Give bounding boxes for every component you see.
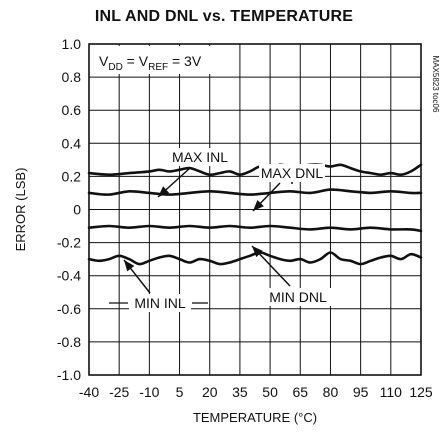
cond-v1: V: [99, 53, 109, 69]
max-inl-arrowhead: [158, 186, 170, 197]
max-dnl-label-bg: [259, 164, 325, 182]
cond-sub-dd: DD: [108, 62, 122, 73]
x-tick-label: -25: [109, 384, 129, 400]
annotations: MAX INL MAX DNL MIN DNL MIN INL: [109, 148, 331, 312]
condition-box: [91, 46, 239, 74]
y-tick-label: 1.0: [62, 36, 82, 52]
max-inl-label: MAX INL: [172, 149, 228, 165]
max-inl-label-bg: [168, 148, 232, 166]
min-dnl-arrowhead: [252, 246, 263, 258]
cond-eq1: = V: [123, 53, 149, 69]
plot-frame: [88, 43, 422, 376]
cond-eq2: = 3V: [168, 53, 202, 69]
grid: [89, 44, 421, 375]
x-axis-label: TEMPERATURE (°C): [193, 410, 317, 425]
y-tick-label: 0.8: [62, 69, 82, 85]
y-tick-label: -0.4: [57, 268, 81, 284]
side-note: MAX5823 toc06: [431, 56, 440, 113]
min-inl-label-bg: [129, 294, 191, 312]
min-dnl-label: MIN DNL: [269, 289, 327, 305]
series-max-inl: [87, 163, 423, 177]
max-dnl-label: MAX DNL: [261, 165, 323, 181]
x-tick-label: 110: [380, 384, 403, 400]
y-tick-label: 0.2: [62, 168, 82, 184]
y-tick-label: -0.2: [57, 235, 81, 251]
cond-sub-ref: REF: [148, 62, 168, 73]
chart-title: INL AND DNL vs. TEMPERATURE: [94, 8, 354, 25]
x-tick-label: 5: [176, 384, 184, 400]
series-layer: [87, 163, 423, 266]
x-tick-label: -10: [139, 384, 159, 400]
condition-label: VDD = VREF = 3V: [99, 53, 202, 73]
x-tick-label: 125: [409, 384, 433, 400]
y-tick-label: 0.6: [62, 102, 82, 118]
series-max-dnl: [87, 188, 423, 196]
x-tick-label: 50: [262, 384, 278, 400]
y-tick-label: 0: [73, 202, 81, 218]
x-tick-label: -40: [79, 384, 99, 400]
x-tick-label: 65: [292, 384, 308, 400]
y-tick-label: -0.6: [57, 301, 81, 317]
y-tick-label: 0.4: [62, 135, 82, 151]
y-tick-label: -0.8: [57, 334, 81, 350]
min-inl-arrowhead: [124, 260, 135, 272]
tick-labels: -40 -25 -10 5 20 35 50 65 80 95 110 125 1.0 0.8 0.6 0.4…: [57, 36, 433, 400]
x-tick-label: 20: [202, 384, 218, 400]
min-inl-label: MIN INL: [134, 295, 186, 311]
x-tick-label: 80: [323, 384, 339, 400]
x-tick-label: 35: [232, 384, 248, 400]
series-min-inl: [87, 251, 423, 266]
x-tick-label: 95: [353, 384, 369, 400]
min-dnl-label-bg: [265, 288, 331, 306]
series-min-dnl: [87, 224, 423, 233]
y-tick-label: -1.0: [57, 367, 81, 383]
max-dnl-arrowhead: [253, 199, 264, 211]
y-axis-label: ERROR (LSB): [13, 168, 28, 252]
